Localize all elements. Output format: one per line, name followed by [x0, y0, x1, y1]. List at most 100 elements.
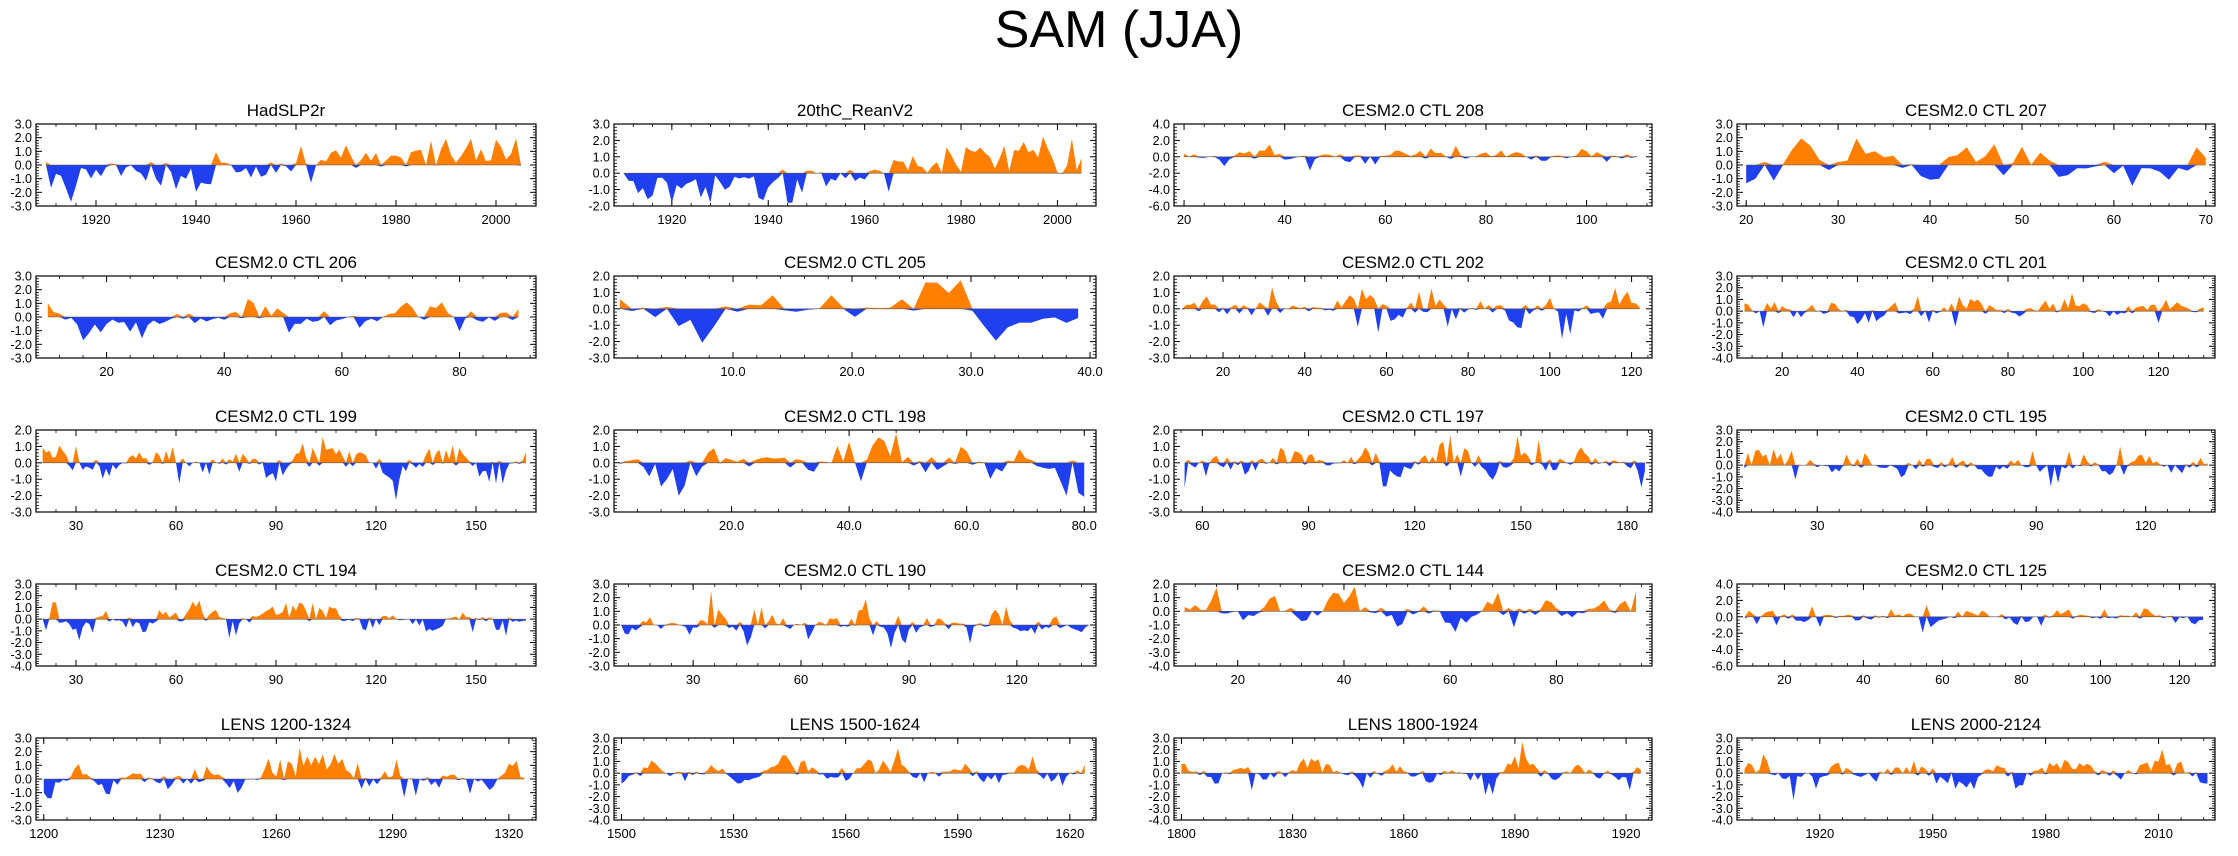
y-tick-label: -1.0	[588, 778, 610, 792]
y-tick-label: 1.0	[15, 297, 32, 311]
x-tick-label: 120	[1404, 518, 1426, 533]
y-tick-label: -1.0	[1148, 319, 1170, 333]
y-tick-label: 0.0	[1716, 305, 1733, 319]
panel-4: CESM2.0 CTL 206 -3.0-2.0-1.00.01.02.03.0 2…	[10, 253, 537, 379]
negative-area	[1744, 465, 2208, 487]
y-tick-label: 1.0	[593, 286, 610, 300]
negative-area	[1744, 616, 2204, 633]
y-tick-label: -4.0	[1711, 352, 1733, 366]
panel-title: CESM2.0 CTL 190	[784, 561, 926, 580]
y-tick-label: -3.0	[10, 200, 32, 214]
x-tick-label: 20	[1777, 672, 1791, 687]
negative-area	[623, 173, 1082, 203]
y-tick-label: -2.0	[1148, 335, 1170, 349]
panel-title: CESM2.0 CTL 208	[1342, 101, 1484, 120]
panel-title: CESM2.0 CTL 194	[215, 561, 357, 580]
y-tick-label: -1.0	[1711, 778, 1733, 792]
y-tick-label: -1.0	[1711, 316, 1733, 330]
x-tick-label: 1500	[607, 826, 636, 841]
panel-title: LENS 2000-2124	[1911, 715, 2041, 734]
x-tick-label: 1920	[657, 212, 686, 227]
y-tick-label: 0.0	[593, 619, 610, 633]
y-tick-label: 3.0	[1153, 732, 1170, 746]
positive-area	[42, 436, 527, 463]
y-tick-label: 0.0	[1716, 459, 1733, 473]
y-tick-label: -1.0	[588, 319, 610, 333]
panel-title: CESM2.0 CTL 201	[1905, 253, 2047, 272]
y-tick-label: 2.0	[593, 270, 610, 284]
positive-area	[1744, 749, 2208, 774]
panel-11: CESM2.0 CTL 195 -4.0-3.0-2.0-1.00.01.02.0…	[1711, 407, 2216, 533]
y-tick-label: 1.0	[1153, 591, 1170, 605]
y-tick-label: -3.0	[10, 648, 32, 662]
y-tick-label: 1.0	[1716, 447, 1733, 461]
y-tick-label: 1.0	[15, 601, 32, 615]
y-tick-label: -1.0	[588, 473, 610, 487]
x-tick-label: 120	[1621, 364, 1643, 379]
y-tick-label: 2.0	[1153, 270, 1170, 284]
y-tick-label: -1.0	[10, 624, 32, 638]
positive-area	[1182, 287, 1640, 309]
y-tick-label: 3.0	[15, 270, 32, 284]
y-tick-label: -1.0	[10, 324, 32, 338]
x-tick-label: 40	[1856, 672, 1870, 687]
x-tick-label: 40	[1850, 364, 1864, 379]
y-tick-label: 3.0	[15, 578, 32, 592]
panel-3: CESM2.0 CTL 207 -3.0-2.0-1.00.01.02.03.0 2…	[1711, 101, 2216, 227]
x-tick-label: 2010	[2144, 826, 2173, 841]
x-tick-label: 1890	[1500, 826, 1529, 841]
y-tick-label: 2.0	[15, 131, 32, 145]
x-tick-label: 60	[1920, 518, 1934, 533]
x-tick-label: 60	[1195, 518, 1209, 533]
positive-area	[43, 748, 525, 779]
plot-frame	[1173, 123, 1653, 207]
x-tick-label: 1960	[282, 212, 311, 227]
x-tick-label: 1830	[1278, 826, 1307, 841]
negative-area	[619, 462, 1085, 497]
y-tick-label: -2.0	[10, 800, 32, 814]
y-tick-label: 2.0	[593, 134, 610, 148]
positive-area	[1184, 586, 1637, 612]
plot-frame	[1736, 583, 2216, 667]
positive-area	[42, 600, 527, 620]
x-tick-label: 90	[2029, 518, 2043, 533]
x-tick-label: 80	[452, 364, 466, 379]
negative-area	[43, 779, 525, 799]
y-tick-label: -1.0	[10, 172, 32, 186]
y-tick-label: 3.0	[593, 732, 610, 746]
x-tick-label: 60	[169, 518, 183, 533]
x-tick-label: 60	[1925, 364, 1939, 379]
x-tick-label: 90	[269, 518, 283, 533]
y-tick-label: 0.0	[15, 159, 32, 173]
y-tick-label: 1.0	[1153, 286, 1170, 300]
x-tick-label: 20.0	[719, 518, 744, 533]
y-tick-label: 2.0	[15, 424, 32, 438]
positive-area	[1184, 435, 1645, 463]
x-tick-label: 150	[465, 518, 487, 533]
x-tick-label: 1560	[831, 826, 860, 841]
panel-12: CESM2.0 CTL 194 -4.0-3.0-2.0-1.00.01.02.0…	[10, 561, 537, 687]
y-tick-label: 2.0	[1153, 424, 1170, 438]
y-tick-label: 1.0	[593, 440, 610, 454]
y-tick-label: 0.0	[593, 767, 610, 781]
y-tick-label: 0.0	[15, 773, 32, 787]
y-tick-label: 4.0	[1153, 118, 1170, 132]
y-tick-label: -3.0	[1711, 200, 1733, 214]
x-tick-label: 40	[1337, 672, 1351, 687]
x-tick-label: 40	[1277, 212, 1291, 227]
y-tick-label: -3.0	[588, 352, 610, 366]
panel-title: LENS 1200-1324	[221, 715, 351, 734]
x-tick-label: 1260	[262, 826, 291, 841]
plot-frame	[1173, 737, 1653, 821]
panel-19: LENS 2000-2124 -4.0-3.0-2.0-1.00.01.02.03…	[1711, 715, 2216, 841]
x-tick-label: 20	[1216, 364, 1230, 379]
x-tick-label: 2000	[1043, 212, 1072, 227]
y-tick-label: 2.0	[593, 743, 610, 757]
x-tick-label: 40.0	[836, 518, 861, 533]
plot-frame	[1173, 429, 1653, 513]
panel-10: CESM2.0 CTL 197 -3.0 -2.0 -1.0 0.0 1.0 2.0 60 90…	[1148, 407, 1653, 533]
y-tick-label: -2.0	[1148, 790, 1170, 804]
y-tick-label: -4.0	[10, 660, 32, 674]
x-tick-label: 2000	[482, 212, 511, 227]
